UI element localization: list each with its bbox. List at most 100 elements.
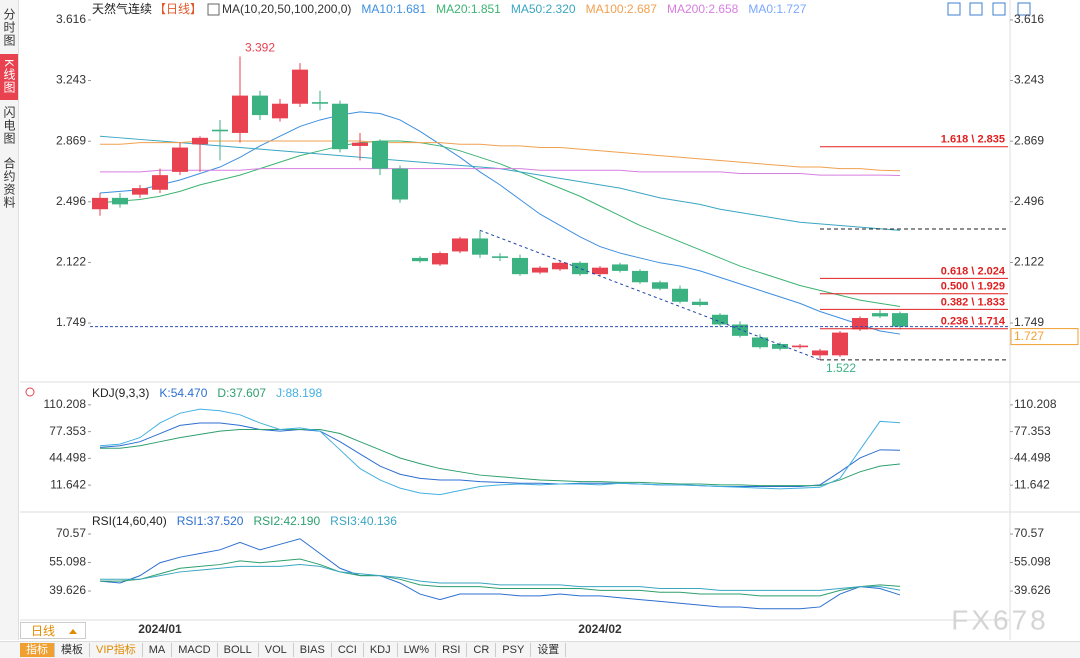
fib-label: 0.500 \ 1.929 <box>941 281 1005 293</box>
panel-title: KDJ(9,3,3) <box>92 386 149 400</box>
y-tick-label: 55.098 <box>49 555 86 569</box>
indicator-icon[interactable] <box>207 3 220 16</box>
legend-entry: MA50:2.320 <box>511 2 576 16</box>
y-tick-label: 70.57 <box>56 526 86 540</box>
candle-body <box>652 282 668 289</box>
candle-body <box>172 147 188 172</box>
series-line <box>100 558 901 597</box>
icon[interactable] <box>969 2 983 16</box>
candle-body <box>312 102 328 104</box>
candle-body <box>732 324 748 336</box>
series-line <box>99 140 901 307</box>
toolbar-tab[interactable]: 模板 <box>55 643 90 657</box>
toolbar-tab[interactable]: CCI <box>332 643 364 657</box>
y-tick-label-right: 77.353 <box>1014 424 1051 438</box>
panel-title: RSI(14,60,40) <box>92 514 167 528</box>
y-tick-label: 2.496 <box>56 194 86 208</box>
y-tick-label-right: 1.749 <box>1014 315 1044 329</box>
toolbar-tab[interactable]: BIAS <box>294 643 332 657</box>
candle-body <box>552 262 568 270</box>
y-tick-label: 110.208 <box>44 397 87 411</box>
series-line <box>100 140 901 172</box>
candle-body <box>292 69 308 104</box>
candle-body <box>152 175 168 190</box>
fib-label: 0.382 \ 1.833 <box>941 296 1005 308</box>
panel-title: 天然气连续 <box>92 1 152 16</box>
y-tick-label-right: 70.57 <box>1014 526 1044 540</box>
candle-body <box>332 103 348 150</box>
candle-body <box>272 103 288 119</box>
candle-body <box>752 337 768 348</box>
series-line <box>99 422 901 487</box>
toolbar-tab[interactable]: 指标 <box>20 643 55 657</box>
y-tick-label: 3.243 <box>56 73 86 87</box>
y-tick-label-right: 2.869 <box>1014 133 1044 147</box>
indicator-label: MA(10,20,50,100,200,0) <box>222 2 351 16</box>
period-button[interactable]: 日线 <box>20 622 86 639</box>
series-line <box>99 111 901 335</box>
toolbar-tab[interactable]: RSI <box>436 643 468 657</box>
last-price-box <box>1010 328 1079 346</box>
period-label: 【日线】 <box>154 2 202 16</box>
candle-body <box>412 257 428 262</box>
y-tick-label-right: 3.616 <box>1014 12 1044 26</box>
candle-body <box>592 267 608 275</box>
candle-body <box>892 313 908 327</box>
legend-entry: K:54.470 <box>159 386 207 400</box>
candle-body <box>392 168 408 200</box>
sidebar: 分时图 K线图 闪电图 合约资料 <box>0 0 19 640</box>
side-tab[interactable]: 分时图 <box>2 7 16 47</box>
legend-entry: RSI2:42.190 <box>253 514 320 528</box>
candle-body <box>352 142 368 146</box>
candle-body <box>692 301 708 306</box>
y-tick-label-right: 2.496 <box>1014 194 1044 208</box>
candle-body <box>132 188 148 195</box>
series-line <box>100 168 901 176</box>
y-tick-label: 2.869 <box>56 133 86 147</box>
toolbar-tab[interactable]: MA <box>143 643 173 657</box>
toolbar-tab[interactable]: CR <box>467 643 497 657</box>
settings-icon[interactable] <box>25 387 35 397</box>
toolbar-tab[interactable]: VOL <box>259 643 294 657</box>
candle-body <box>812 350 828 356</box>
toolbar-tab[interactable]: BOLL <box>218 643 259 657</box>
legend-entry: MA0:1.727 <box>748 2 806 16</box>
candle-body <box>712 314 728 325</box>
candle-body <box>852 317 868 330</box>
side-tab[interactable]: K线图 <box>0 54 18 100</box>
toolbar-tab[interactable]: 设置 <box>531 643 567 657</box>
legend-entry: MA200:2.658 <box>667 2 739 16</box>
y-tick-label-right: 44.498 <box>1014 451 1051 465</box>
y-tick-label: 39.626 <box>49 583 86 597</box>
x-tick-label: 2024/02 <box>578 622 622 636</box>
candle-body <box>492 256 508 258</box>
high-label: 3.392 <box>245 40 275 54</box>
side-tab[interactable]: 合约资料 <box>2 157 16 209</box>
trend-line <box>479 229 821 361</box>
toolbar-tab[interactable]: MACD <box>172 643 218 657</box>
icon[interactable] <box>992 2 1006 16</box>
side-tab[interactable]: 闪电图 <box>2 105 16 145</box>
legend-entry: RSI1:37.520 <box>177 514 244 528</box>
y-tick-label: 1.749 <box>56 315 86 329</box>
fib-label: 1.618 \ 2.835 <box>941 134 1005 146</box>
series-line <box>100 428 901 487</box>
icon[interactable] <box>947 2 961 16</box>
candle-body <box>832 332 848 356</box>
toolbar-icons[interactable] <box>947 2 1031 16</box>
candle-body <box>452 238 468 252</box>
legend-entry: MA20:1.851 <box>436 2 501 16</box>
toolbar-tab[interactable]: KDJ <box>364 643 398 657</box>
series-line <box>99 538 901 610</box>
toolbar-tab[interactable]: LW% <box>398 643 437 657</box>
arrow <box>69 629 77 634</box>
y-tick-label-right: 3.243 <box>1014 73 1044 87</box>
candle-body <box>232 95 248 133</box>
y-tick-label: 44.498 <box>49 451 86 465</box>
candle-body <box>792 345 808 348</box>
toolbar-tab[interactable]: PSY <box>496 643 532 657</box>
toolbar-tab[interactable]: VIP指标 <box>90 643 143 657</box>
icon[interactable] <box>1017 2 1031 16</box>
